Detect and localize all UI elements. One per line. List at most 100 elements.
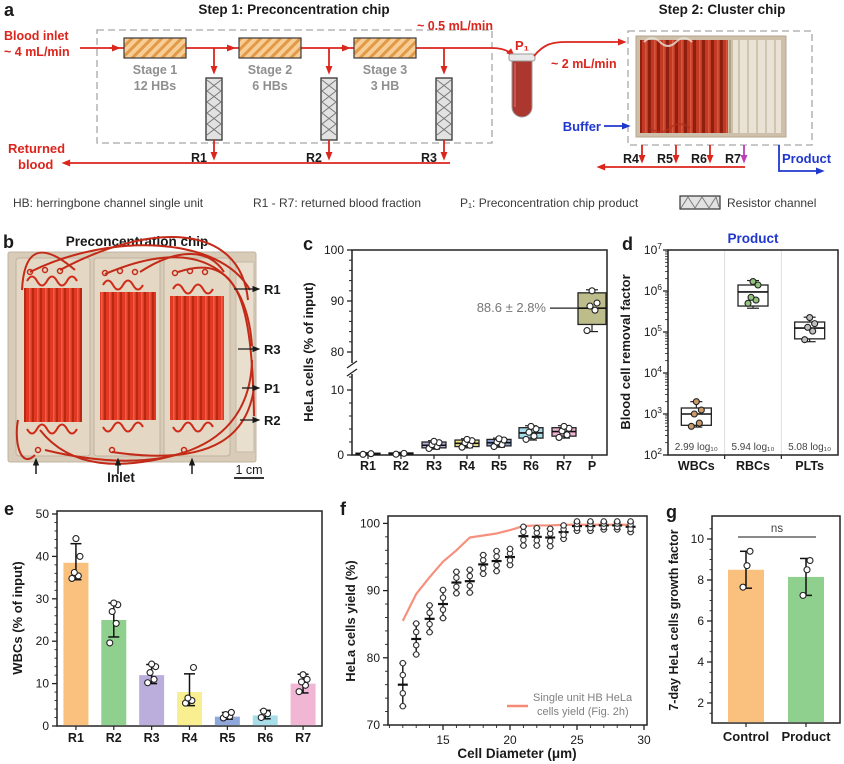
plot-frame — [351, 249, 608, 456]
data-point — [495, 435, 503, 443]
exponent: 3 — [657, 405, 662, 415]
port — [201, 268, 209, 276]
data-point — [546, 537, 554, 545]
red-tubing — [15, 236, 255, 465]
tube-ports — [26, 266, 209, 454]
step2-title: Step 2: Cluster chip — [659, 2, 786, 17]
data-point — [560, 522, 567, 529]
red-channel-2 — [100, 292, 156, 420]
p1-tube-body — [511, 60, 533, 118]
x-category-label: R7 — [556, 459, 572, 473]
port — [108, 446, 116, 454]
data-point — [749, 278, 757, 286]
y-tick-label: 6 — [697, 614, 704, 628]
data-point — [560, 531, 567, 539]
preconcentration-chip-photo — [7, 236, 257, 465]
panel-e-plot: 0 10 20 30 40 50 R1 R2 R3 R4 R5 R6 R7 — [36, 507, 323, 745]
product-label: Product — [782, 151, 832, 166]
data-point — [493, 553, 500, 560]
panel-f-xlabel: Cell Diameter (μm) — [457, 746, 576, 761]
exponent: 4 — [657, 364, 662, 374]
data-point — [588, 287, 596, 295]
x-category-label: R4 — [459, 459, 475, 473]
data-point — [439, 606, 447, 613]
port — [116, 267, 124, 275]
blood-inlet-label: Blood inlet — [4, 29, 69, 43]
x-category-label: Product — [781, 729, 831, 744]
step1-dashed-box — [96, 29, 493, 144]
x-tick-label: 20 — [503, 733, 517, 747]
port — [26, 268, 34, 276]
returned-blood-label-1: Returned — [8, 141, 65, 156]
y-tick-label: 106 — [644, 282, 662, 298]
data-point — [144, 679, 152, 687]
data-point — [593, 299, 601, 307]
port — [34, 446, 42, 454]
panel-letter-b: b — [3, 232, 14, 252]
data-point — [530, 432, 538, 440]
returned-blood-label-2: blood — [18, 157, 53, 172]
data-point — [453, 568, 460, 576]
bar-R5 — [214, 716, 240, 726]
outlet-label-r3: R3 — [264, 342, 281, 357]
data-point — [426, 629, 433, 636]
data-point — [690, 410, 698, 418]
data-point — [520, 528, 527, 536]
x-category-label: R6 — [523, 459, 539, 473]
serpentine-top-2 — [102, 279, 144, 291]
flow-p1-rate: ~ 2 mL/min — [551, 57, 617, 71]
panel-letter-a: a — [4, 0, 15, 20]
tube — [44, 359, 253, 462]
y-tick-label: 100 — [324, 243, 344, 257]
y-tick-label: 20 — [36, 634, 50, 648]
y-tick-label: 104 — [644, 364, 662, 380]
data-point — [148, 660, 156, 668]
data-point — [412, 641, 420, 649]
x-category-label: WBCs — [678, 459, 715, 473]
y-tick-label: 105 — [644, 323, 662, 339]
data-point — [801, 336, 809, 344]
x-tick-label: 25 — [570, 733, 584, 747]
data-point — [697, 406, 705, 414]
data-point — [533, 542, 541, 549]
base: 10 — [644, 325, 658, 339]
data-point — [493, 547, 500, 555]
p1-tube-cap — [508, 53, 536, 62]
data-point — [466, 582, 474, 590]
axis-break-mark — [346, 368, 358, 377]
data-point — [367, 450, 375, 458]
data-point — [533, 524, 541, 532]
red-channel-3 — [170, 296, 224, 420]
data-point — [546, 542, 554, 550]
x-category-label: Control — [723, 729, 769, 744]
step2-dashed-box — [627, 30, 813, 146]
resistor-icon-zigzag — [680, 195, 720, 209]
data-point — [586, 302, 594, 310]
stage2-name: Stage 2 — [248, 63, 293, 77]
panel-c-plot: 0 10 80 90 100 R1 R2 R3 R4 R5 R6 R7 P — [324, 243, 608, 473]
data-point — [399, 690, 407, 697]
scalebar-label: 1 cm — [235, 463, 262, 477]
data-point — [112, 619, 120, 627]
data-point — [399, 659, 407, 667]
panel-d-title: Product — [727, 231, 779, 246]
legend-p1: P₁: Preconcentration chip product — [460, 196, 639, 210]
data-point — [573, 518, 581, 525]
stage2-hbs: 6 HBs — [252, 79, 287, 93]
data-point — [591, 306, 599, 314]
data-point — [522, 435, 530, 443]
y-tick-label: 30 — [36, 592, 50, 606]
port — [131, 268, 139, 276]
plot-frame — [711, 515, 841, 724]
panel-e-ylabel: WBCs (% of input) — [10, 561, 25, 674]
data-point — [70, 568, 78, 577]
data-point — [439, 594, 447, 601]
resistor-channel-2 — [320, 77, 338, 141]
data-point — [260, 707, 268, 715]
r6-label: R6 — [691, 152, 707, 166]
x-category-label: R4 — [182, 731, 198, 745]
data-point — [506, 545, 514, 553]
data-point — [110, 599, 118, 607]
cluster-chip-photo — [635, 35, 787, 138]
